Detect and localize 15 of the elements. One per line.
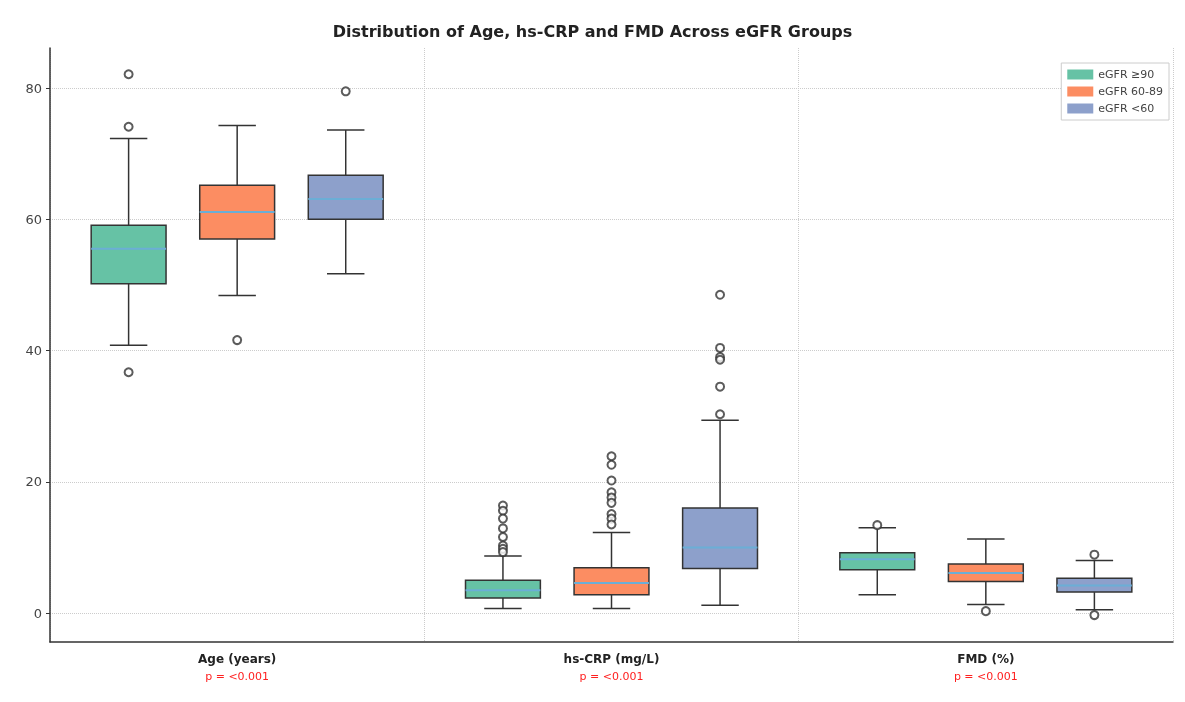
legend-label: eGFR <60 [1098,102,1155,115]
x-tick-label: Age (years) [198,652,277,666]
y-tick-label: 40 [25,343,42,359]
y-tick-label: 80 [25,80,42,96]
y-tick-label: 0 [33,605,42,621]
text: p = <0.001 [205,669,270,683]
y-tick-label: 60 [25,211,42,227]
text: p = <0.001 [579,669,644,683]
chart-title: Distribution of Age, hs-CRP and FMD Across eGFR Groups [332,21,853,41]
x-tick-label: FMD (%) [957,652,1015,666]
x-tick-label: hs-CRP (mg/L) [563,652,660,666]
y-tick-label: 20 [25,474,42,490]
legend-label: eGFR 60-89 [1098,85,1164,98]
legend-label: eGFR ≥90 [1098,68,1155,81]
text: p = <0.001 [953,669,1018,683]
